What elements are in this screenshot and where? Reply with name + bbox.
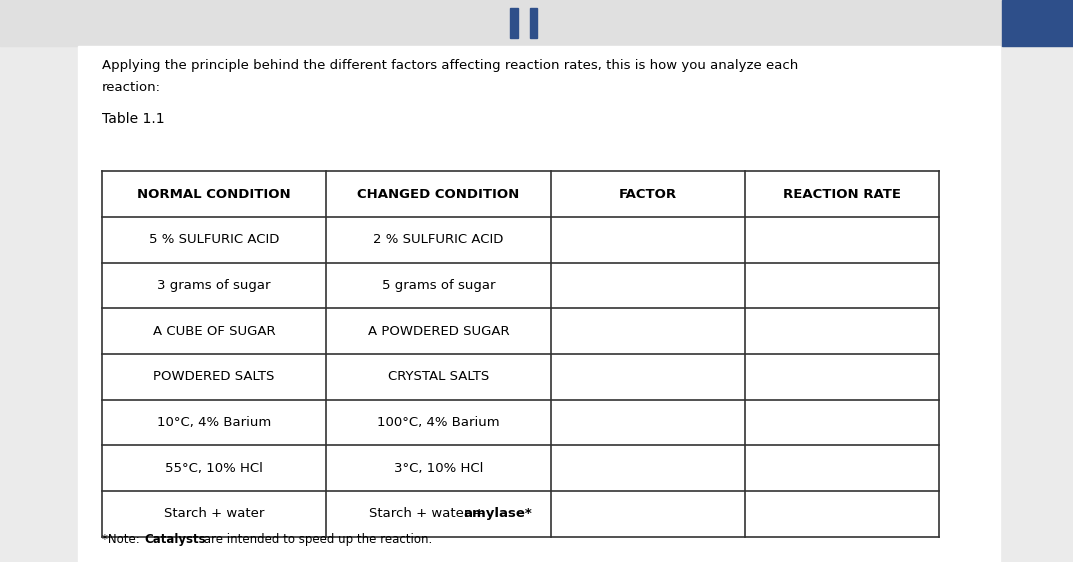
Text: POWDERED SALTS: POWDERED SALTS xyxy=(153,370,275,383)
Text: *Note:: *Note: xyxy=(102,533,144,546)
Text: CRYSTAL SALTS: CRYSTAL SALTS xyxy=(387,370,489,383)
Bar xyxy=(529,8,536,38)
Text: CHANGED CONDITION: CHANGED CONDITION xyxy=(357,188,519,201)
Text: 100°C, 4% Barium: 100°C, 4% Barium xyxy=(377,416,500,429)
Text: Applying the principle behind the different factors affecting reaction rates, th: Applying the principle behind the differ… xyxy=(102,59,798,72)
Text: 3°C, 10% HCl: 3°C, 10% HCl xyxy=(394,462,483,475)
Text: are intended to speed up the reaction.: are intended to speed up the reaction. xyxy=(200,533,432,546)
Text: REACTION RATE: REACTION RATE xyxy=(783,188,901,201)
Text: Starch + water +: Starch + water + xyxy=(369,507,488,520)
Bar xyxy=(102,171,939,537)
Bar xyxy=(1002,0,1073,46)
Bar xyxy=(78,46,1000,562)
Text: 3 grams of sugar: 3 grams of sugar xyxy=(158,279,270,292)
Bar xyxy=(0,0,1073,46)
Text: amylase*: amylase* xyxy=(464,507,532,520)
Text: 5 % SULFURIC ACID: 5 % SULFURIC ACID xyxy=(149,233,279,246)
Text: A CUBE OF SUGAR: A CUBE OF SUGAR xyxy=(152,325,276,338)
Text: 55°C, 10% HCl: 55°C, 10% HCl xyxy=(165,462,263,475)
Text: 5 grams of sugar: 5 grams of sugar xyxy=(382,279,495,292)
Bar xyxy=(511,8,517,38)
Text: 10°C, 4% Barium: 10°C, 4% Barium xyxy=(157,416,271,429)
Text: A POWDERED SUGAR: A POWDERED SUGAR xyxy=(368,325,510,338)
Text: FACTOR: FACTOR xyxy=(618,188,677,201)
Text: reaction:: reaction: xyxy=(102,81,161,94)
Text: 2 % SULFURIC ACID: 2 % SULFURIC ACID xyxy=(373,233,503,246)
Text: NORMAL CONDITION: NORMAL CONDITION xyxy=(137,188,291,201)
Text: Table 1.1: Table 1.1 xyxy=(102,112,164,126)
Text: Catalysts: Catalysts xyxy=(145,533,206,546)
Text: Starch + water: Starch + water xyxy=(164,507,264,520)
